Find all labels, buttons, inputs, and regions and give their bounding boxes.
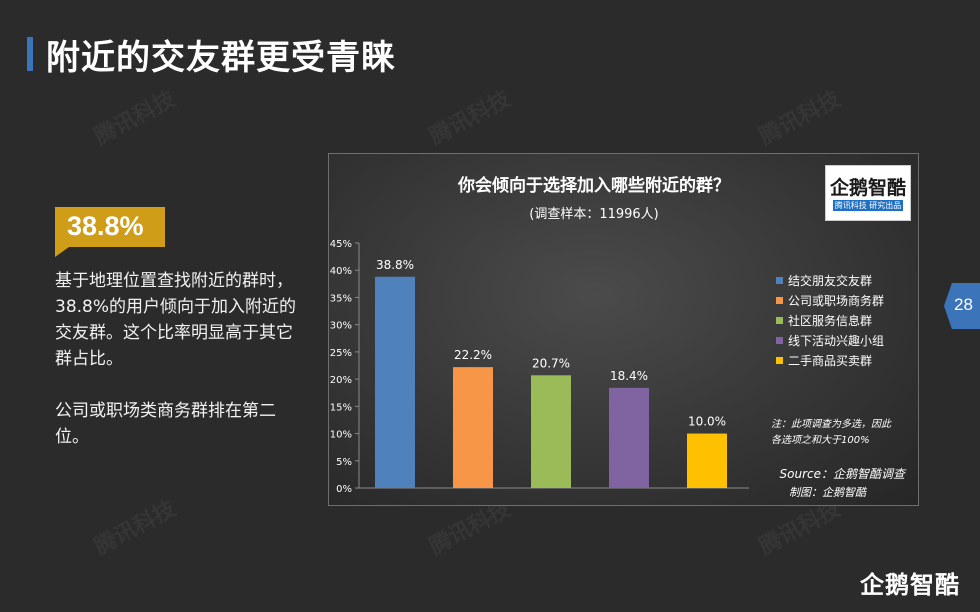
y-tick-label: 40%	[330, 266, 352, 277]
legend-swatch	[776, 357, 783, 364]
page-number-tab: 28	[944, 283, 980, 329]
watermark: 腾讯科技	[90, 86, 180, 150]
legend-swatch	[776, 317, 783, 324]
y-tick-label: 35%	[330, 293, 352, 304]
logo-subtitle: 腾讯科技 研究出品	[833, 200, 903, 211]
legend-label: 社区服务信息群	[788, 313, 872, 328]
watermark: 腾讯科技	[425, 86, 515, 150]
legend-label: 二手商品买卖群	[788, 353, 872, 368]
brand-logo: 企鹅智酷	[860, 571, 960, 599]
bar-value-label: 38.8%	[376, 258, 414, 272]
y-tick-label: 25%	[330, 348, 352, 359]
bar-value-label: 22.2%	[454, 348, 492, 362]
legend-swatch	[776, 337, 783, 344]
brand-logo-box: 企鹅智酷 腾讯科技 研究出品	[825, 165, 911, 221]
page-title: 附近的交友群更受青睐	[46, 38, 396, 78]
description-paragraph: 基于地理位置查找附近的群时，38.8%的用户倾向于加入附近的交友群。这个比率明显…	[55, 271, 297, 369]
highlight-badge: 38.8%	[55, 207, 165, 247]
y-tick-label: 30%	[330, 321, 352, 332]
legend-swatch	[776, 297, 783, 304]
bar	[375, 276, 415, 488]
y-tick-label: 20%	[330, 375, 352, 386]
legend-label: 线下活动兴趣小组	[788, 333, 884, 348]
bar	[531, 375, 571, 488]
chart-title: 你会倾向于选择加入哪些附近的群？	[457, 175, 730, 196]
watermark: 腾讯科技	[90, 496, 180, 560]
chart-panel: 你会倾向于选择加入哪些附近的群？ (调查样本：11996人) 0% 5% 10% 15% 2…	[328, 153, 919, 506]
bar	[453, 367, 493, 488]
y-tick-label: 15%	[330, 402, 352, 413]
y-tick-label: 10%	[330, 430, 352, 441]
chart-note: 注：此项调查为多选，因此	[771, 418, 892, 430]
description: 基于地理位置查找附近的群时，38.8%的用户倾向于加入附近的交友群。这个比率明显…	[55, 268, 300, 476]
chart-subtitle: (调查样本：11996人)	[529, 207, 659, 222]
bar	[609, 387, 649, 488]
highlight-value: 38.8%	[67, 211, 144, 241]
page-number: 28	[954, 295, 973, 314]
y-tick-label: 0%	[336, 484, 352, 495]
bar-value-label: 10.0%	[688, 415, 726, 429]
title-accent-bar	[27, 37, 33, 71]
bar-value-label: 18.4%	[610, 369, 648, 383]
chart-source: Source：企鹅智酷调查	[780, 467, 907, 481]
legend-label: 公司或职场商务群	[788, 293, 884, 308]
badge-tail	[55, 247, 69, 257]
legend-swatch	[776, 277, 783, 284]
description-paragraph: 公司或职场类商务群排在第二位。	[55, 401, 276, 447]
chart-credit: 制图：企鹅智酷	[789, 486, 868, 499]
legend-label: 结交朋友交友群	[788, 273, 872, 288]
y-tick-label: 5%	[336, 457, 352, 468]
bar-chart: 你会倾向于选择加入哪些附近的群？ (调查样本：11996人) 0% 5% 10% 15% 2…	[330, 175, 907, 499]
bar-value-label: 20.7%	[532, 356, 570, 370]
chart-note: 各选项之和大于100%	[771, 434, 870, 446]
y-tick-label: 45%	[330, 239, 352, 250]
watermark: 腾讯科技	[755, 86, 845, 150]
logo-name: 企鹅智酷	[829, 177, 906, 199]
bar	[687, 433, 727, 488]
